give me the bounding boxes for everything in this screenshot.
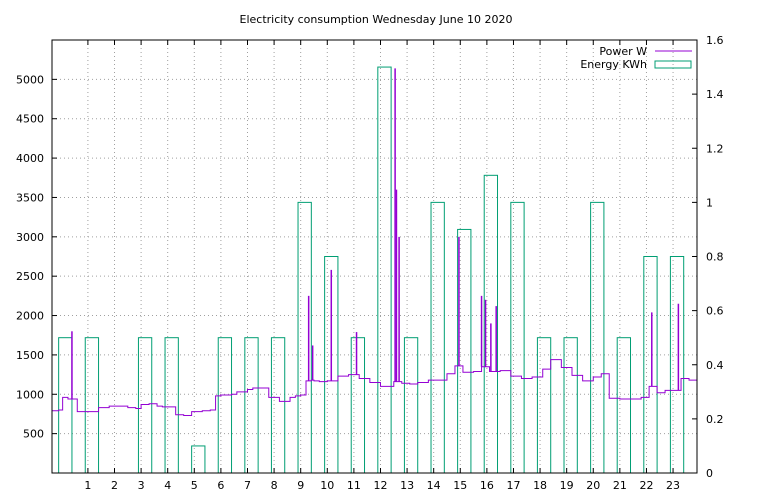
y2-tick-label: 1 (706, 196, 713, 209)
x-tick-label: 8 (271, 479, 278, 492)
y-tick-label: 500 (23, 428, 44, 441)
y2-tick-label: 0.4 (706, 359, 724, 372)
x-tick-label: 2 (111, 479, 118, 492)
grid-lines (52, 40, 697, 473)
energy-bar (616, 337, 632, 474)
energy-bar (217, 337, 233, 474)
y-tick-label: 1000 (16, 388, 44, 401)
energy-bar (563, 337, 578, 474)
y2-tick-label: 1.2 (706, 142, 724, 155)
x-tick-label: 21 (613, 479, 627, 492)
energy-bar (137, 337, 153, 474)
legend: Power W Energy KWh (580, 45, 692, 71)
x-tick-label: 18 (533, 479, 547, 492)
y-tick-label: 3500 (16, 191, 44, 204)
legend-label-power: Power W (599, 45, 647, 58)
y2-tick-label: 1.4 (706, 88, 724, 101)
x-tick-label: 5 (191, 479, 198, 492)
energy-bar (590, 201, 605, 474)
x-tick-label: 19 (560, 479, 574, 492)
chart-title: Electricity consumption Wednesday June 1… (240, 13, 513, 26)
x-tick-label: 16 (480, 479, 494, 492)
energy-bar (191, 445, 206, 474)
x-tick-label: 22 (639, 479, 653, 492)
y-tick-label: 3000 (16, 231, 44, 244)
y-tick-label: 4000 (16, 152, 44, 165)
x-tick-label: 3 (138, 479, 145, 492)
energy-bar (643, 256, 658, 474)
x-tick-label: 10 (320, 479, 334, 492)
x-tick-label: 9 (297, 479, 304, 492)
power-line-group (52, 68, 698, 417)
x-tick-label: 4 (164, 479, 171, 492)
y-tick-label: 2500 (16, 270, 44, 283)
energy-bar (58, 337, 73, 474)
x-tick-label: 12 (373, 479, 387, 492)
y2-tick-label: 0 (706, 467, 713, 480)
power-line (52, 359, 698, 417)
energy-bar (510, 201, 525, 474)
x-tick-label: 13 (400, 479, 414, 492)
energy-bar (164, 337, 179, 474)
energy-bar (377, 66, 392, 474)
y-tick-label: 4500 (16, 113, 44, 126)
x-tick-label: 7 (244, 479, 251, 492)
x-tick-label: 17 (506, 479, 520, 492)
energy-bar (270, 337, 286, 474)
y-tick-label: 2000 (16, 310, 44, 323)
energy-bar (430, 201, 445, 474)
energy-bar (403, 337, 419, 474)
x-tick-label: 6 (217, 479, 224, 492)
y2-tick-label: 0.6 (706, 305, 724, 318)
energy-bar (84, 337, 100, 474)
x-tick-label: 15 (453, 479, 467, 492)
energy-boxes (58, 66, 685, 474)
y2-tick-label: 1.6 (706, 34, 724, 47)
x-tick-label: 23 (666, 479, 680, 492)
energy-bar (669, 256, 685, 474)
y2-tick-label: 0.2 (706, 413, 724, 426)
plot-frame (51, 39, 698, 474)
y-tick-label: 1500 (16, 349, 44, 362)
energy-bar (350, 337, 366, 474)
y2-tick-label: 0.8 (706, 251, 724, 264)
x-tick-label: 20 (586, 479, 600, 492)
axis-ticks: 1 2 3 4 5 6 7 8 9 10 11 12 13 14 15 16 17 18 19 20 21 22 23500… (16, 34, 724, 492)
y-tick-label: 5000 (16, 73, 44, 86)
energy-bar (536, 337, 552, 474)
x-tick-label: 1 (84, 479, 91, 492)
legend-swatch-energy (654, 60, 692, 69)
x-tick-label: 14 (427, 479, 441, 492)
energy-bar (244, 337, 259, 474)
x-tick-label: 11 (347, 479, 361, 492)
legend-label-energy: Energy KWh (580, 58, 647, 71)
